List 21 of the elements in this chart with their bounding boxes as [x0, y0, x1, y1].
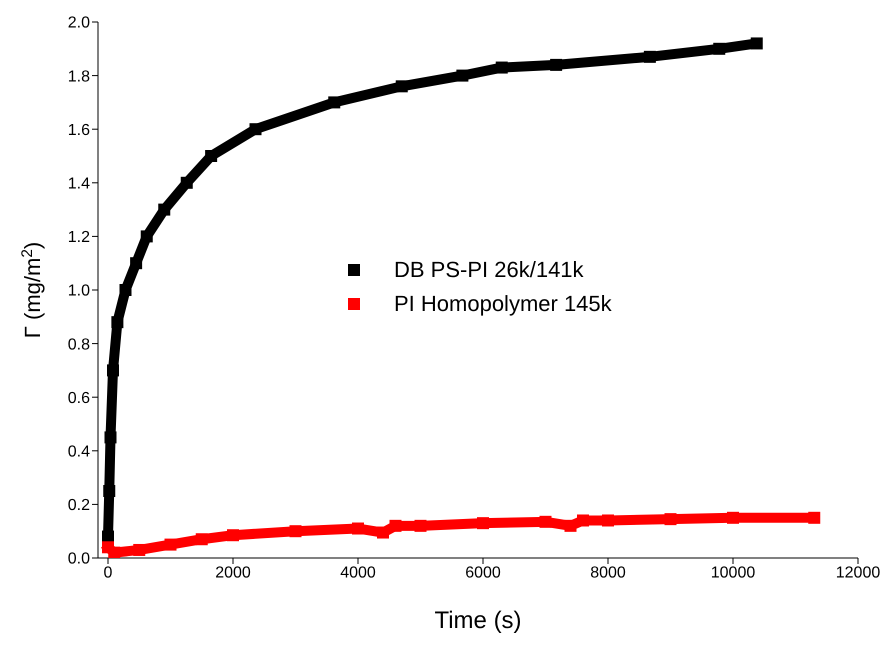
- y-tick-label: 0.2: [68, 497, 90, 514]
- y-tick-label: 1.4: [68, 175, 90, 192]
- y-tick-label: 0.4: [68, 443, 90, 460]
- y-tick-label: 1.8: [68, 68, 90, 86]
- y-tick-label: 1.0: [68, 282, 90, 300]
- legend-label: PI Homopolymer 145k: [394, 290, 612, 318]
- x-tick-label: 4000: [340, 564, 376, 582]
- legend-label: DB PS-PI 26k/141k: [394, 256, 584, 284]
- x-tick-label: 2000: [215, 564, 251, 582]
- x-tick-label: 12000: [836, 564, 880, 582]
- x-axis-title: Time (s): [434, 607, 522, 634]
- y-tick-label: 2.0: [68, 14, 90, 32]
- x-tick-label: 0: [104, 564, 113, 582]
- x-tick-label: 6000: [465, 564, 501, 582]
- x-tick-label: 10000: [710, 564, 756, 582]
- y-tick-label: 1.6: [68, 122, 90, 139]
- y-tick-label: 0.6: [68, 390, 90, 407]
- x-tick-label: 8000: [590, 564, 626, 582]
- y-tick-label: 0.8: [68, 336, 90, 354]
- y-tick-label: 0.0: [68, 550, 90, 568]
- y-tick-label: 1.2: [68, 229, 90, 246]
